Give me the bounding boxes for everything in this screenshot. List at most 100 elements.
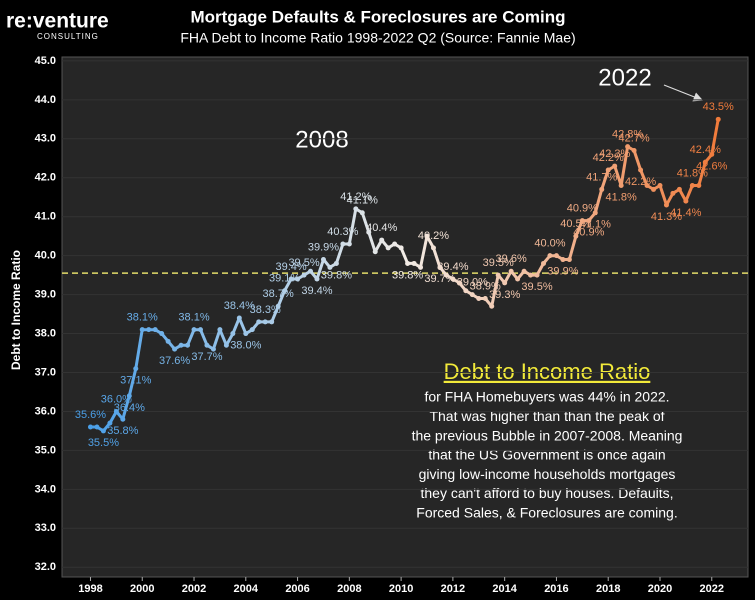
point bbox=[372, 249, 378, 255]
point bbox=[398, 245, 404, 251]
point bbox=[243, 331, 249, 337]
data-label: 38.4% bbox=[224, 300, 255, 312]
data-label: 39.8% bbox=[392, 269, 423, 281]
data-label: 38.0% bbox=[230, 339, 261, 351]
logo-tagline: CONSULTING bbox=[37, 32, 99, 41]
y-tick-label: 35.0 bbox=[35, 444, 56, 456]
data-label: 39.6% bbox=[496, 253, 527, 265]
point bbox=[456, 280, 462, 286]
point bbox=[359, 210, 365, 216]
x-tick-label: 1998 bbox=[78, 583, 102, 595]
point bbox=[625, 144, 631, 150]
point bbox=[482, 295, 488, 301]
point bbox=[133, 366, 139, 372]
data-label: 38.3% bbox=[250, 304, 281, 316]
data-label: 38.1% bbox=[127, 312, 158, 324]
point bbox=[702, 159, 708, 165]
point bbox=[528, 272, 534, 278]
y-tick-label: 34.0 bbox=[35, 483, 56, 495]
data-label: 39.5% bbox=[288, 257, 319, 269]
data-label: 42.2% bbox=[625, 176, 656, 188]
point bbox=[152, 327, 158, 333]
data-label: 37.1% bbox=[120, 375, 151, 387]
point bbox=[120, 416, 126, 422]
point bbox=[450, 276, 456, 282]
x-tick-label: 2008 bbox=[337, 583, 361, 595]
data-label: 42.6% bbox=[696, 160, 727, 172]
data-label: 38.1% bbox=[178, 312, 209, 324]
x-tick-label: 2014 bbox=[492, 583, 517, 595]
y-tick-label: 39.0 bbox=[35, 289, 56, 301]
point bbox=[443, 272, 449, 278]
text-box: for FHA Homebuyers was 44% in 2022. That … bbox=[412, 389, 683, 521]
x-tick-label: 2002 bbox=[182, 583, 206, 595]
point bbox=[346, 241, 352, 247]
point bbox=[301, 272, 307, 278]
data-label: 39.5% bbox=[521, 281, 552, 293]
point bbox=[405, 260, 411, 266]
point bbox=[191, 327, 197, 333]
point bbox=[560, 257, 566, 263]
point bbox=[126, 393, 132, 399]
point bbox=[469, 292, 475, 298]
data-label: 39.5% bbox=[483, 257, 514, 269]
point bbox=[508, 268, 514, 274]
x-tick-label: 2010 bbox=[389, 583, 413, 595]
x-tick-label: 2022 bbox=[700, 583, 724, 595]
point bbox=[638, 167, 644, 173]
point bbox=[230, 331, 236, 337]
point bbox=[612, 163, 618, 169]
point bbox=[178, 342, 184, 348]
point bbox=[540, 260, 546, 266]
point bbox=[146, 327, 152, 333]
x-tick-label: 2000 bbox=[130, 583, 154, 595]
point bbox=[210, 346, 216, 352]
point bbox=[308, 268, 314, 274]
y-tick-label: 44.0 bbox=[35, 94, 56, 106]
data-label: 42.8% bbox=[612, 128, 643, 140]
point bbox=[573, 233, 579, 239]
point bbox=[87, 424, 93, 430]
text-box-line: the previous Bubble in 2007-2008. Meanin… bbox=[412, 427, 683, 443]
point bbox=[709, 151, 715, 157]
text-box-line: giving low-income households mortgages bbox=[419, 466, 676, 482]
point bbox=[94, 424, 100, 430]
data-label: 40.9% bbox=[567, 203, 598, 215]
point bbox=[689, 183, 695, 189]
data-label: 39.4% bbox=[437, 261, 468, 273]
text-box-line: for FHA Homebuyers was 44% in 2022. bbox=[424, 389, 669, 405]
point bbox=[139, 327, 145, 333]
data-label: 39.1% bbox=[269, 273, 300, 285]
point bbox=[204, 342, 210, 348]
point bbox=[256, 319, 262, 325]
point bbox=[223, 342, 229, 348]
data-label: 39.0% bbox=[457, 277, 488, 289]
point bbox=[385, 245, 391, 251]
data-label: 39.9% bbox=[547, 265, 578, 277]
chart-subtitle: FHA Debt to Income Ratio 1998-2022 Q2 (S… bbox=[180, 30, 575, 46]
point bbox=[418, 264, 424, 270]
point bbox=[379, 237, 385, 243]
point bbox=[657, 183, 663, 189]
point bbox=[340, 241, 346, 247]
text-box-line: That was higher than than the peak of bbox=[429, 408, 664, 424]
data-label: 42.4% bbox=[690, 144, 721, 156]
point bbox=[430, 245, 436, 251]
point bbox=[333, 260, 339, 266]
point bbox=[172, 346, 178, 352]
text-box-heading: Debt to Income Ratio bbox=[444, 359, 651, 384]
data-label: 38.9% bbox=[470, 280, 501, 292]
data-label: 42.3% bbox=[599, 148, 630, 160]
data-label: 43.5% bbox=[703, 101, 734, 113]
point bbox=[327, 264, 333, 270]
point bbox=[534, 272, 540, 278]
point bbox=[599, 186, 605, 192]
point bbox=[320, 257, 326, 263]
data-label: 41.7% bbox=[586, 171, 617, 183]
point bbox=[437, 264, 443, 270]
data-label: 41.1% bbox=[580, 219, 611, 231]
point bbox=[262, 319, 268, 325]
point bbox=[696, 183, 702, 189]
